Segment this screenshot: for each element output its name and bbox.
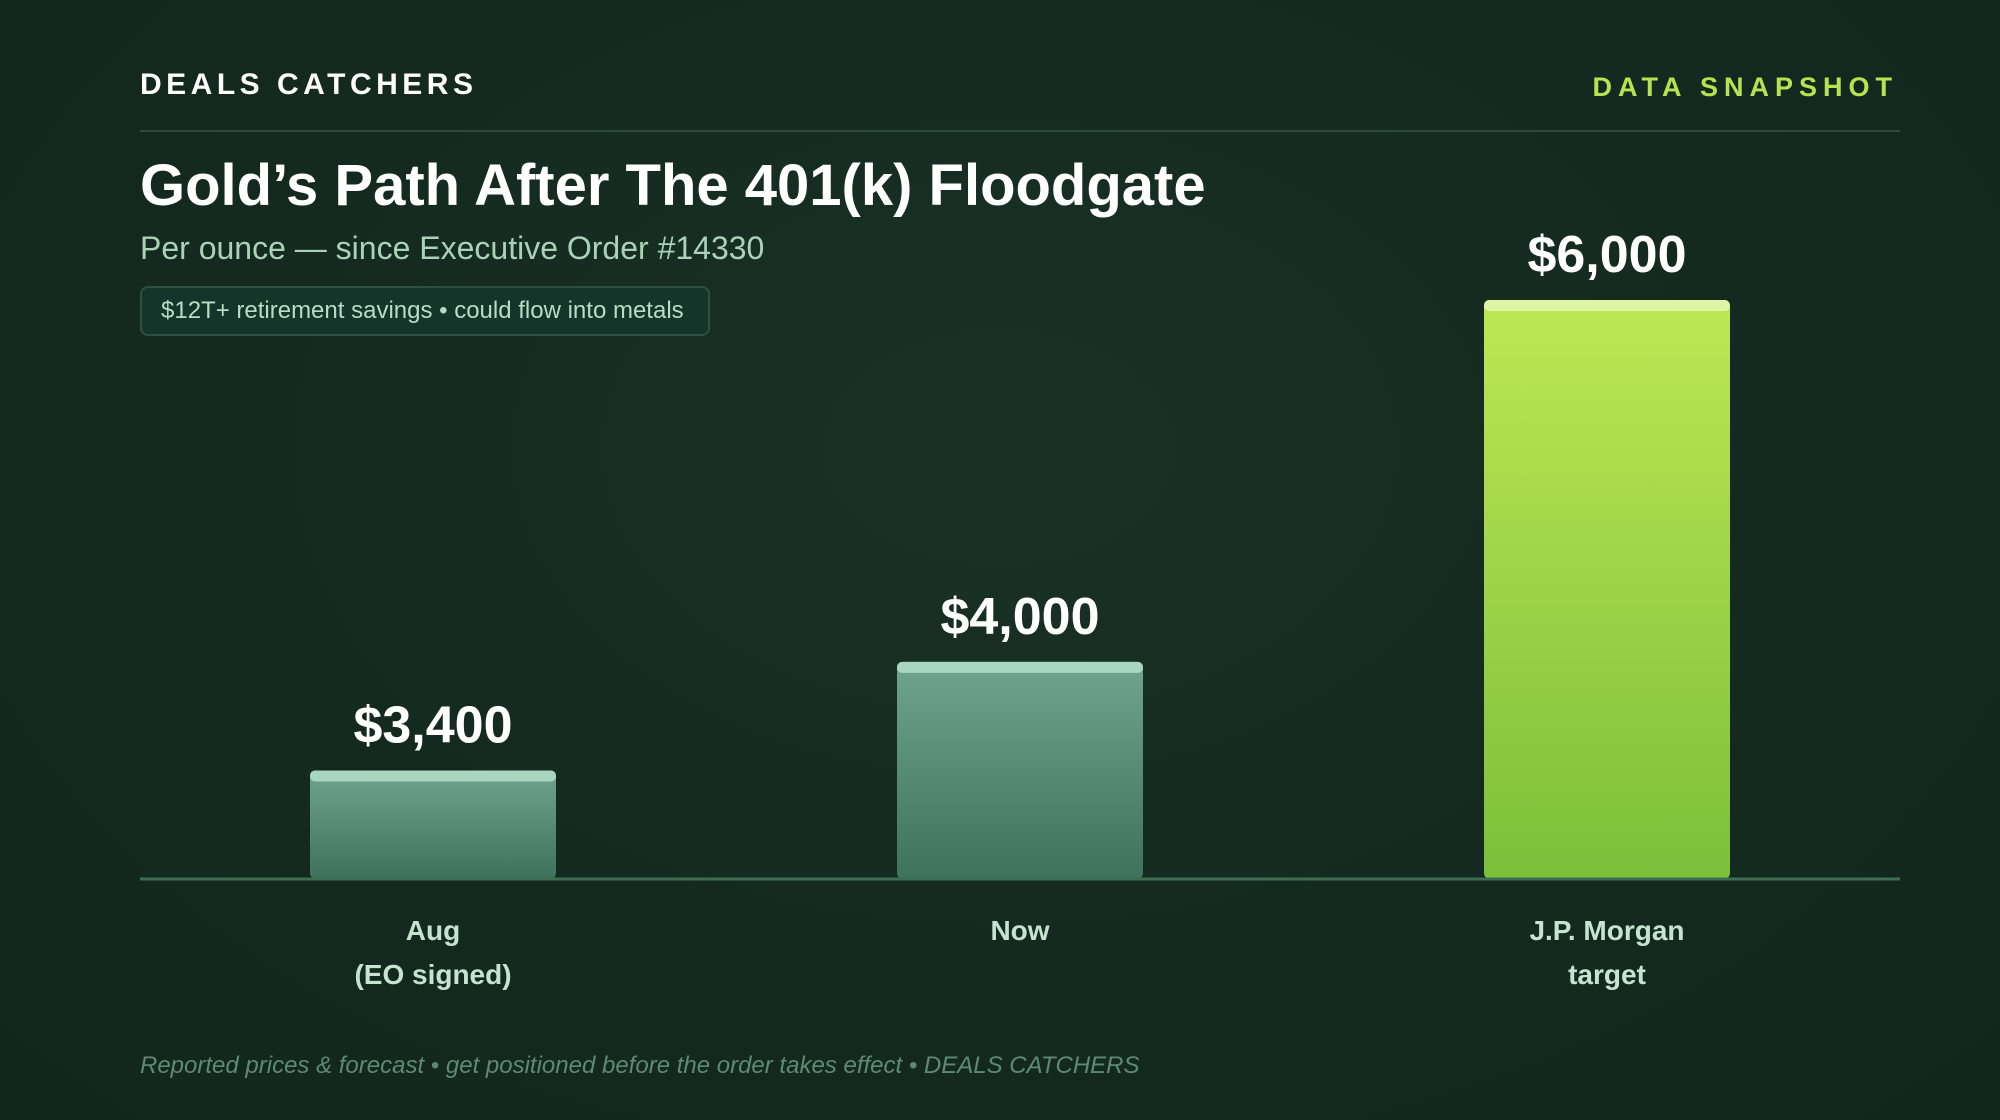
bar-cap-0 xyxy=(310,770,556,782)
bar-cap-2 xyxy=(1484,300,1730,311)
category-label-2-1: target xyxy=(1568,959,1646,990)
section-tag: DATA SNAPSHOT xyxy=(1592,72,1898,102)
category-label-0-1: (EO signed) xyxy=(354,959,511,990)
bar-cap-1 xyxy=(897,661,1143,673)
value-label-0: $3,400 xyxy=(353,696,512,754)
bar-1 xyxy=(897,661,1143,879)
bar-0 xyxy=(310,770,556,879)
info-pill-text: $12T+ retirement savings • could flow in… xyxy=(161,297,684,324)
category-label-2-0: J.P. Morgan xyxy=(1529,915,1684,946)
page-title: Gold’s Path After The 401(k) Floodgate xyxy=(140,153,1206,218)
category-label-1-0: Now xyxy=(990,915,1049,946)
value-label-2: $6,000 xyxy=(1527,226,1686,284)
footer-note: Reported prices & forecast • get positio… xyxy=(140,1052,1140,1079)
category-label-0-0: Aug xyxy=(406,915,460,946)
info-pill: $12T+ retirement savings • could flow in… xyxy=(140,286,710,336)
value-label-1: $4,000 xyxy=(940,588,1099,646)
page-subtitle: Per ounce — since Executive Order #14330 xyxy=(140,230,765,266)
header-divider xyxy=(140,130,1900,132)
brand-name: DEALS CATCHERS xyxy=(140,68,478,101)
bar-2 xyxy=(1484,300,1730,879)
